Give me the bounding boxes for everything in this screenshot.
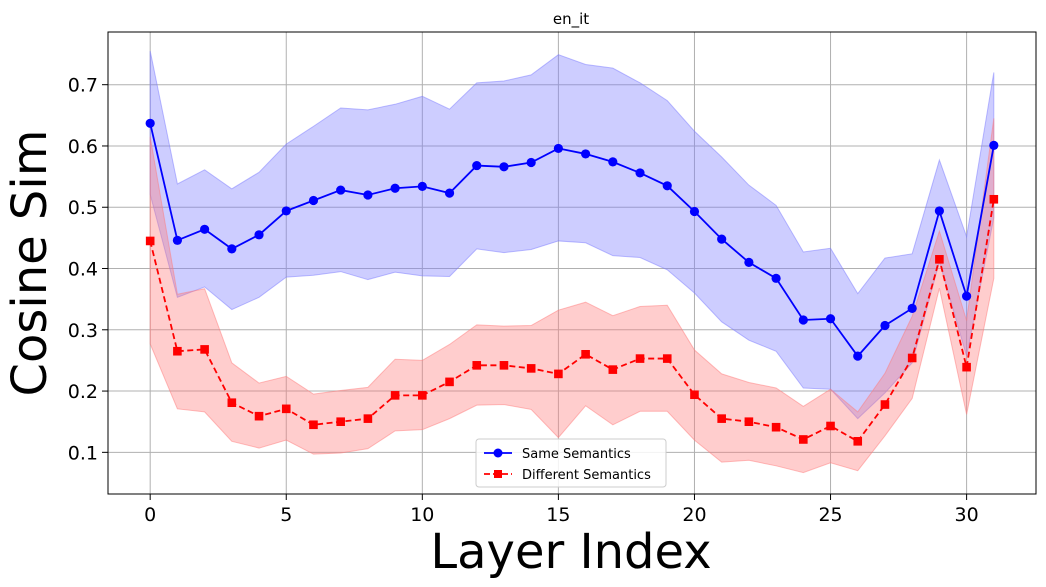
- data-point-same: [227, 244, 237, 254]
- data-point-same: [308, 195, 319, 206]
- data-point-different: [336, 417, 345, 426]
- data-point-same: [417, 181, 427, 192]
- data-point-same: [962, 291, 972, 301]
- confidence-bands: [149, 50, 995, 474]
- data-point-same: [771, 273, 781, 283]
- legend-label-different: Different Semantics: [522, 468, 651, 483]
- y-axis-label: Cosine Sim: [2, 130, 58, 397]
- data-point-same: [145, 118, 155, 128]
- data-point-different: [935, 255, 944, 264]
- data-point-same: [526, 157, 536, 168]
- series-line-different: [149, 199, 995, 443]
- data-point-different: [826, 421, 835, 431]
- data-point-different: [744, 417, 754, 426]
- data-point-different: [145, 236, 155, 246]
- data-point-different: [526, 364, 536, 373]
- x-tick-label: 20: [682, 504, 706, 526]
- data-point-different: [390, 391, 400, 400]
- data-point-different: [281, 404, 291, 414]
- y-tick-label: 0.2: [68, 381, 98, 403]
- data-point-different: [799, 435, 808, 444]
- data-point-different: [717, 414, 726, 423]
- data-point-different: [554, 369, 563, 379]
- data-point-different: [962, 362, 971, 372]
- data-point-same: [444, 188, 455, 198]
- data-point-same: [635, 168, 645, 178]
- x-tick-label: 30: [955, 504, 979, 526]
- data-point-same: [336, 185, 346, 195]
- data-point-different: [309, 420, 318, 430]
- y-tick-label: 0.6: [68, 136, 98, 158]
- data-point-different: [363, 414, 373, 423]
- data-point-different: [581, 349, 590, 359]
- data-point-different: [418, 391, 427, 400]
- plot-frame: [107, 31, 1037, 495]
- data-point-different: [499, 361, 509, 370]
- y-tick-label: 0.3: [68, 320, 98, 342]
- data-point-same: [581, 149, 591, 159]
- series-line-same: [149, 123, 995, 358]
- data-point-different: [771, 422, 781, 432]
- y-axis: 0.1 0.2 0.3 0.4 0.5 0.6 0.7: [68, 75, 108, 464]
- x-tick-label: 10: [410, 504, 434, 526]
- legend-label-same: Same Semantics: [522, 447, 631, 462]
- data-point-same: [254, 230, 264, 240]
- data-point-same: [934, 206, 944, 216]
- data-point-same: [390, 183, 400, 193]
- confidence-band-different: [149, 118, 995, 474]
- x-axis: 0 5 10 15 20 25 30: [144, 494, 979, 526]
- x-tick-label: 0: [144, 504, 156, 526]
- x-axis-label: Layer Index: [430, 524, 711, 580]
- data-point-different: [472, 361, 482, 370]
- data-point-same: [472, 160, 482, 171]
- data-point-same: [717, 234, 727, 244]
- data-point-same: [853, 351, 863, 361]
- data-point-same: [281, 206, 291, 216]
- series-lines: [149, 123, 995, 443]
- data-point-different: [907, 353, 917, 363]
- data-point-different: [853, 437, 863, 446]
- legend-box: [475, 438, 667, 488]
- y-tick-label: 0.5: [68, 197, 98, 219]
- data-point-same: [825, 314, 836, 324]
- data-point-same: [499, 162, 509, 172]
- x-tick-label: 25: [818, 504, 842, 526]
- legend-marker-same: [493, 448, 503, 458]
- data-point-same: [689, 206, 700, 217]
- data-point-same: [608, 157, 618, 167]
- data-point-different: [880, 400, 890, 409]
- y-tick-label: 0.1: [68, 442, 98, 464]
- data-point-different: [254, 411, 264, 421]
- data-point-same: [662, 181, 672, 191]
- data-point-same: [200, 224, 210, 234]
- data-point-different: [662, 354, 672, 363]
- data-point-different: [200, 345, 209, 354]
- data-point-same: [907, 303, 917, 313]
- data-point-different: [690, 390, 699, 400]
- series-markers: [145, 118, 999, 446]
- data-point-different: [635, 354, 645, 363]
- data-point-same: [553, 143, 563, 154]
- chart-title: en_it: [553, 10, 589, 29]
- y-tick-label: 0.4: [68, 259, 98, 281]
- x-tick-label: 5: [280, 504, 292, 526]
- data-point-same: [363, 190, 373, 200]
- data-point-different: [173, 346, 182, 356]
- x-tick-label: 15: [546, 504, 570, 526]
- data-point-same: [798, 315, 808, 325]
- legend-marker-different: [494, 470, 502, 478]
- y-tick-label: 0.7: [68, 75, 98, 97]
- legend: Same Semantics Different Semantics: [475, 438, 667, 488]
- data-point-same: [744, 257, 754, 267]
- data-point-same: [989, 140, 999, 150]
- data-point-different: [989, 194, 999, 204]
- data-point-different: [445, 377, 454, 387]
- data-point-same: [880, 320, 890, 331]
- data-point-different: [227, 398, 237, 408]
- data-point-same: [172, 235, 182, 245]
- data-point-different: [608, 365, 618, 374]
